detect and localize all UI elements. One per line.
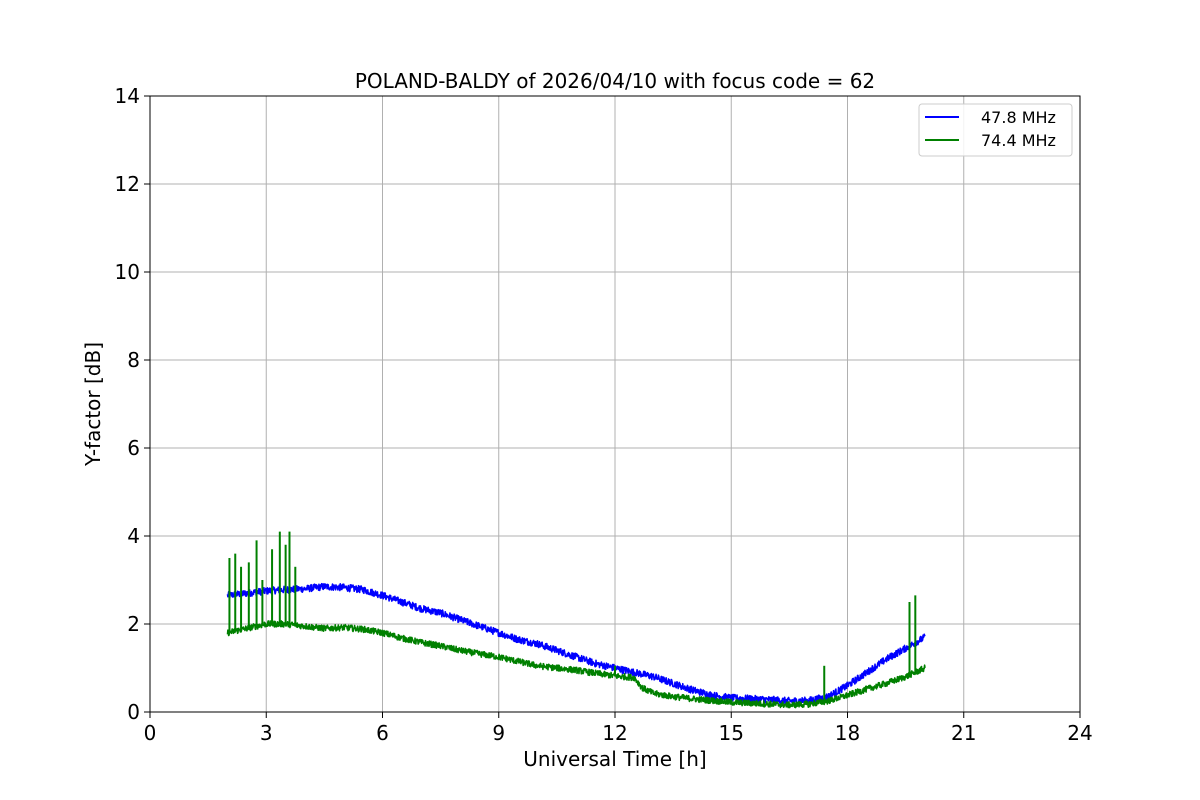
x-tick-label: 21 bbox=[951, 721, 976, 745]
legend-label: 47.8 MHz bbox=[981, 108, 1056, 127]
x-tick-label: 9 bbox=[492, 721, 505, 745]
y-tick-label: 8 bbox=[127, 348, 140, 372]
y-tick-label: 10 bbox=[115, 260, 140, 284]
x-tick-label: 3 bbox=[260, 721, 273, 745]
x-axis-label: Universal Time [h] bbox=[523, 747, 706, 771]
y-tick-label: 6 bbox=[127, 436, 140, 460]
chart-title: POLAND-BALDY of 2026/04/10 with focus co… bbox=[355, 69, 875, 93]
y-tick-label: 2 bbox=[127, 612, 140, 636]
legend-label: 74.4 MHz bbox=[981, 131, 1056, 150]
x-tick-label: 6 bbox=[376, 721, 389, 745]
x-tick-label: 0 bbox=[144, 721, 157, 745]
x-tick-label: 24 bbox=[1067, 721, 1092, 745]
y-tick-label: 12 bbox=[115, 172, 140, 196]
x-tick-label: 15 bbox=[719, 721, 744, 745]
x-tick-label: 12 bbox=[602, 721, 627, 745]
series-line bbox=[226, 620, 926, 709]
x-tick-label: 18 bbox=[835, 721, 860, 745]
legend: 47.8 MHz 74.4 MHz bbox=[918, 103, 1073, 157]
series-74-4-mhz bbox=[226, 531, 926, 709]
y-tick-label: 4 bbox=[127, 524, 140, 548]
y-tick-label: 0 bbox=[127, 700, 140, 724]
y-tick-label: 14 bbox=[115, 84, 140, 108]
y-axis-label: Y-factor [dB] bbox=[81, 342, 105, 467]
series-layer bbox=[226, 531, 926, 709]
